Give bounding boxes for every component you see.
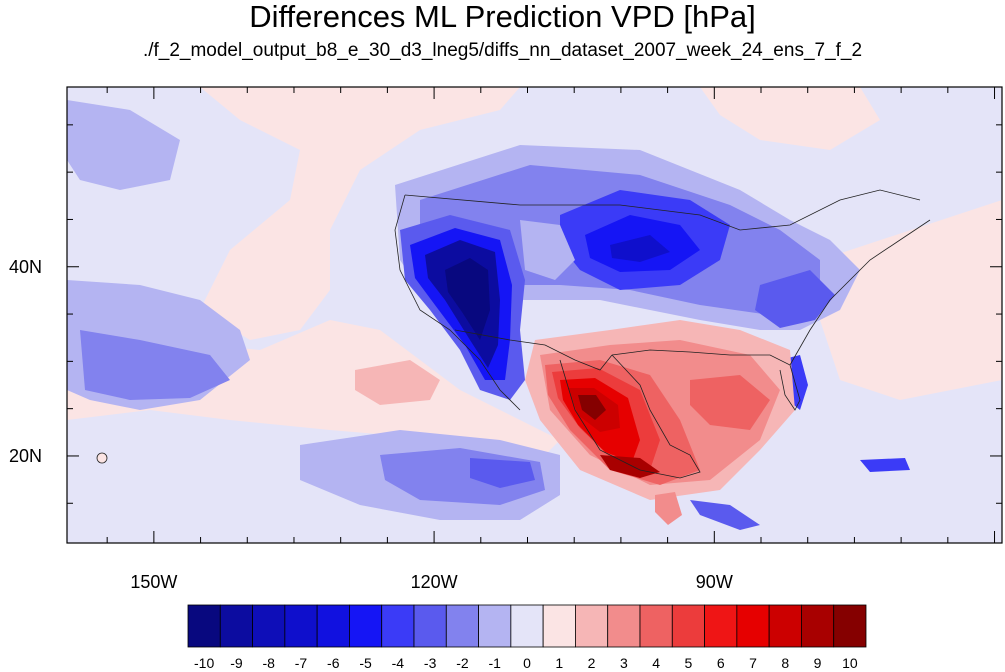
- colorbar-label: -4: [392, 655, 405, 671]
- colorbar-label: -5: [359, 655, 372, 671]
- colorbar-swatch: [736, 604, 770, 648]
- mexico-coast: [559, 354, 701, 479]
- colorbar-label: 7: [749, 655, 757, 671]
- west-us-light-hole: [520, 220, 575, 280]
- x-tick-label: 90W: [696, 572, 733, 592]
- colorbar-swatch: [639, 604, 673, 648]
- colorbar-label: -1: [488, 655, 501, 671]
- colorbar-label: 6: [717, 655, 725, 671]
- colorbar-swatch: [607, 604, 641, 648]
- colorbar-label: -9: [230, 655, 243, 671]
- us-canada-border: [404, 189, 921, 231]
- atlantic-pink: [820, 200, 1002, 400]
- colorbar-swatch: [349, 604, 383, 648]
- colorbar-swatch: [704, 604, 738, 648]
- colorbar-label: 0: [523, 655, 531, 671]
- central-america-red: [655, 492, 682, 525]
- colorbar-label: -7: [295, 655, 308, 671]
- map-frame: [66, 86, 1003, 544]
- chart-subtitle: ./f_2_model_output_b8_e_30_d3_lneg5/diff…: [142, 40, 863, 61]
- x-tick-label: 150W: [130, 572, 177, 592]
- colorbar-swatch: [510, 604, 544, 648]
- y-tick-label: 40N: [9, 257, 42, 277]
- colorbar-label: 8: [781, 655, 789, 671]
- gulf-red-east: [690, 375, 770, 430]
- colorbar-label: 4: [652, 655, 660, 671]
- y-tick-label: 20N: [9, 446, 42, 466]
- mexico-red-core: [578, 395, 606, 420]
- colorbar-swatch: [768, 604, 802, 648]
- colorbar-label: -6: [327, 655, 340, 671]
- colorbar-swatch: [316, 604, 350, 648]
- colorbar-swatch: [413, 604, 447, 648]
- colorbar-swatch: [478, 604, 512, 648]
- pacific-pink-pocket: [355, 360, 440, 405]
- east-coast: [789, 219, 931, 366]
- subtropic-pacific-blue-core: [470, 458, 535, 488]
- colorbar: -10 -9 -8 -7 -6 -5 -4 -3 -2 -1 0 1 2 3 4 5 6 7 8 9 10: [187, 604, 867, 671]
- colorbar-swatch: [801, 604, 835, 648]
- chart-title: Differences ML Prediction VPD [hPa]: [249, 0, 756, 34]
- us-plains-blue-dark: [610, 235, 670, 262]
- colorbar-swatch: [219, 604, 253, 648]
- south-mexico-red: [600, 455, 660, 478]
- us-east-blue: [755, 270, 835, 328]
- colorbar-swatch: [575, 604, 609, 648]
- colorbar-label: 10: [842, 655, 858, 671]
- colorbar-label: -10: [194, 655, 214, 671]
- caribbean-blue: [690, 500, 760, 530]
- colorbar-swatch: [284, 604, 318, 648]
- colorbar-label: 1: [555, 655, 563, 671]
- west-coast: [394, 194, 521, 411]
- country-borders: [394, 189, 931, 479]
- us-mexico-border: [454, 329, 613, 371]
- gulf-coast: [611, 349, 801, 411]
- colorbar-label: -8: [262, 655, 275, 671]
- colorbar-swatch: [671, 604, 705, 648]
- colorbar-swatch: [833, 604, 867, 648]
- colorbar-swatch: [445, 604, 479, 648]
- north-pacific-blue-inner: [80, 330, 230, 400]
- north-pink: [700, 87, 880, 150]
- colorbar-label: 9: [814, 655, 822, 671]
- nw-blue: [67, 100, 180, 190]
- colorbar-swatch: [381, 604, 415, 648]
- hawaii-island: [96, 452, 108, 464]
- colorbar-label: 5: [685, 655, 693, 671]
- colorbar-label: 2: [588, 655, 596, 671]
- colorbar-label: -2: [456, 655, 469, 671]
- axis-ticks: 150W 120W 90W 40N 20N: [9, 87, 1002, 592]
- colorbar-label: 3: [620, 655, 628, 671]
- pacific-pink-band-north: [200, 87, 520, 340]
- anomaly-field: [67, 87, 1002, 530]
- colorbar-swatch: [187, 604, 221, 648]
- colorbar-label: -3: [424, 655, 437, 671]
- colorbar-swatch: [252, 604, 286, 648]
- caribbean-blue-east: [860, 458, 910, 472]
- x-tick-label: 120W: [411, 572, 458, 592]
- west-us-blue-core: [445, 258, 490, 340]
- colorbar-swatch: [542, 604, 576, 648]
